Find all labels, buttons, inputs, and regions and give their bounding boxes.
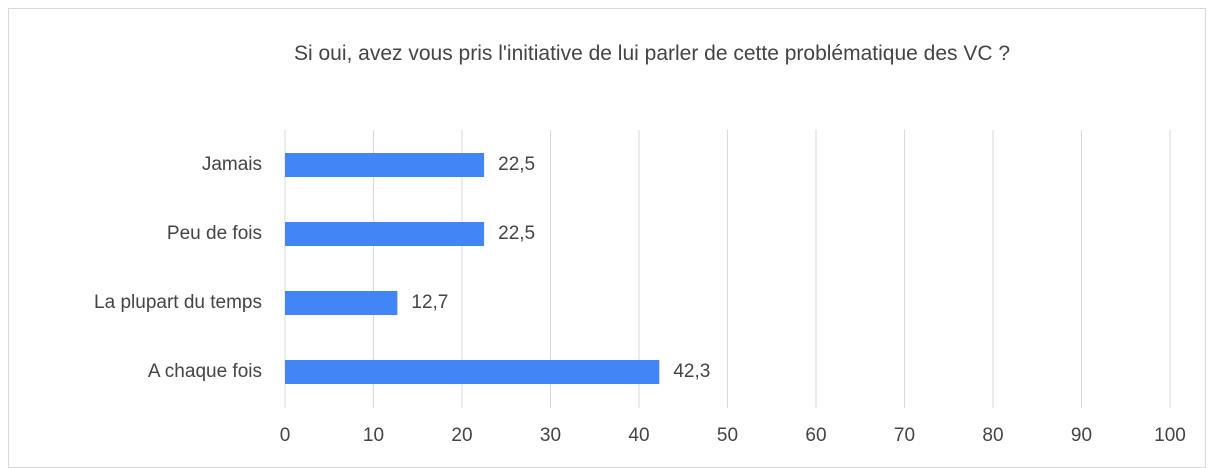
y-tick-label: A chaque fois <box>148 361 262 382</box>
x-tick-label: 40 <box>628 425 649 446</box>
bar <box>285 222 485 246</box>
y-tick-label: Jamais <box>202 154 262 175</box>
chart-title: Si oui, avez vous pris l'initiative de l… <box>293 42 1011 65</box>
chart: Si oui, avez vous pris l'initiative de l… <box>8 8 1206 468</box>
data-label: 22,5 <box>498 223 535 244</box>
data-label: 42,3 <box>673 361 710 382</box>
data-label: 12,7 <box>411 292 448 313</box>
bar <box>285 291 398 315</box>
y-tick-label: La plupart du temps <box>94 292 262 313</box>
x-tick-label: 100 <box>1154 425 1186 446</box>
x-tick-label: 0 <box>280 425 291 446</box>
x-tick-label: 20 <box>451 425 472 446</box>
x-tick-label: 60 <box>805 425 826 446</box>
x-tick-label: 70 <box>894 425 915 446</box>
x-tick-label: 50 <box>717 425 738 446</box>
data-label: 22,5 <box>498 154 535 175</box>
x-tick-label: 90 <box>1071 425 1092 446</box>
x-tick-label: 30 <box>540 425 561 446</box>
bar <box>285 360 660 384</box>
x-tick-label: 80 <box>982 425 1003 446</box>
y-tick-label: Peu de fois <box>167 223 262 244</box>
plot: 0 10 20 30 40 50 60 70 80 90 100 Jamais 22,5 Peu de f… <box>94 130 1186 446</box>
x-tick-label: 10 <box>363 425 384 446</box>
bar <box>285 153 485 177</box>
